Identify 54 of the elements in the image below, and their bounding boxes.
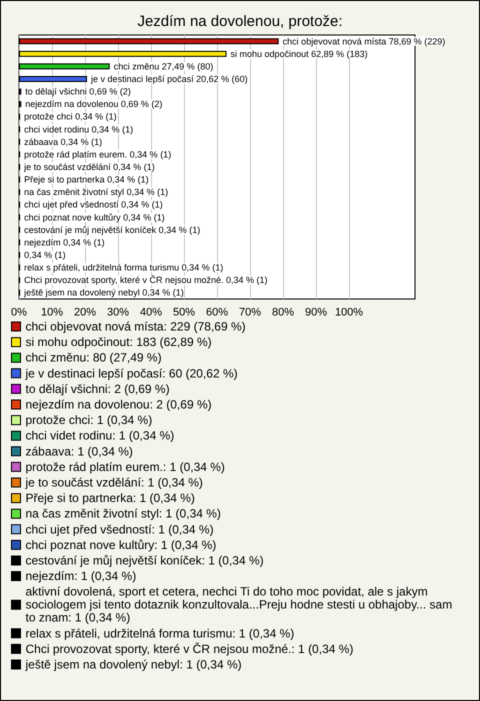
legend-label: chci objevovat nová místa: 229 (78,69 %) <box>26 320 246 334</box>
legend-label: na čas změnit životní styl: 1 (0,34 %) <box>26 506 221 521</box>
legend-label: aktivní dovolená, sport et cetera, nechci Ti do toho moc povidat, ale s jakym sociologem jsi tento dotaznik konzultovala...Preju hodne stesti u obhajoby... sam to znam: 1 (0,34 %) <box>26 584 456 625</box>
data-label: Chci provozovat sporty, které v ČR nejsou možné. 0,34 % (1) <box>24 275 268 286</box>
data-label: nejezdím 0,34 % (1) <box>24 237 105 248</box>
legend-label: chci videt rodinu: 1 (0,34 %) <box>26 428 174 443</box>
data-label: to dělají všichni 0,69 % (2) <box>25 86 131 97</box>
data-label: cestování je můj největší koníček 0,34 % (1) <box>24 224 200 235</box>
x-tick-label: 30% <box>106 306 130 318</box>
data-label: protože chci 0,34 % (1) <box>24 112 117 122</box>
legend-label: nejezdím: 1 (0,34 %) <box>26 569 136 584</box>
data-label: 0,34 % (1) <box>24 250 66 260</box>
x-tick-label: 70% <box>238 306 262 318</box>
legend-label: zábaava: 1 (0,34 %) <box>26 444 133 458</box>
data-label: protože rád platím eurem. 0,34 % (1) <box>24 149 172 160</box>
legend-label: cestování je můj největší koníček: 1 (0,34 %) <box>26 554 264 568</box>
legend-label: protože chci: 1 (0,34 %) <box>26 413 152 428</box>
data-label: chci poznat nove kultůry 0,34 % (1) <box>24 212 165 222</box>
legend-label: Přeje si to partnerka: 1 (0,34 %) <box>26 491 195 506</box>
chart-title: Jezdím na dovolenou, protože: <box>137 13 343 30</box>
legend-label: to dělají všichni: 2 (0,69 %) <box>26 382 170 396</box>
data-label: chci ujet před všedností 0,34 % (1) <box>24 200 163 210</box>
legend-label: si mohu odpočinout: 183 (62,89 %) <box>26 335 212 350</box>
x-tick-label: 60% <box>206 306 228 318</box>
data-label: na čas změnit životní styl 0,34 % (1) <box>24 187 168 198</box>
legend-label: Chci provozovat sporty, které v ČR nejsou možné.: 1 (0,34 %) <box>26 642 354 656</box>
data-label: ještě jsem na dovolený nebyl 0,34 % (1) <box>23 288 184 298</box>
x-tick-label: 10% <box>40 306 64 318</box>
data-label: nejezdím na dovolenou 0,69 % (2) <box>25 99 162 110</box>
x-tick-label: 20% <box>74 306 96 318</box>
data-label: chci změnu 27,49 % (80) <box>114 61 214 72</box>
data-label: si mohu odpočinout 62,89 % (183) <box>230 48 368 59</box>
legend-label: je to součást vzdělání: 1 (0,34 %) <box>24 476 203 490</box>
data-label: je to součást vzdělání 0,34 % (1) <box>23 162 155 172</box>
x-tick-label: 80% <box>272 306 294 318</box>
legend-label: ještě jsem na dovolený nebyl: 1 (0,34 %) <box>24 658 242 672</box>
legend-label: relax s přáteli, udržitelná forma turismu: 1 (0,34 %) <box>26 626 294 640</box>
x-tick-label: 40% <box>140 306 162 318</box>
legend-label: je v destinaci lepší počasí: 60 (20,62 %) <box>24 366 238 380</box>
x-tick-label: 50% <box>172 306 196 318</box>
x-tick-label: 0% <box>11 306 28 318</box>
x-tick-label: 100% <box>334 306 364 318</box>
x-tick-label: 90% <box>304 306 328 318</box>
data-label: zábaava 0,34 % (1) <box>24 136 102 147</box>
data-label: chci videt rodinu 0,34 % (1) <box>24 124 134 134</box>
legend-label: chci změnu: 80 (27,49 %) <box>26 350 162 365</box>
legend-label: protože rád platím eurem.: 1 (0,34 %) <box>26 460 225 474</box>
data-label: Přeje si to partnerka 0,34 % (1) <box>24 174 149 185</box>
legend-label: chci ujet před všedností: 1 (0,34 %) <box>26 522 214 536</box>
legend-label: nejezdím na dovolenou: 2 (0,69 %) <box>26 398 212 412</box>
legend-label: chci poznat nove kultůry: 1 (0,34 %) <box>26 538 216 552</box>
data-label: chci objevovat nová místa 78,69 % (229) <box>282 36 446 46</box>
data-label: je v destinaci lepší počasí 20,62 % (60) <box>90 74 248 84</box>
data-label: relax s přáteli, udržitelná forma turismu 0,34 % (1) <box>24 262 224 273</box>
